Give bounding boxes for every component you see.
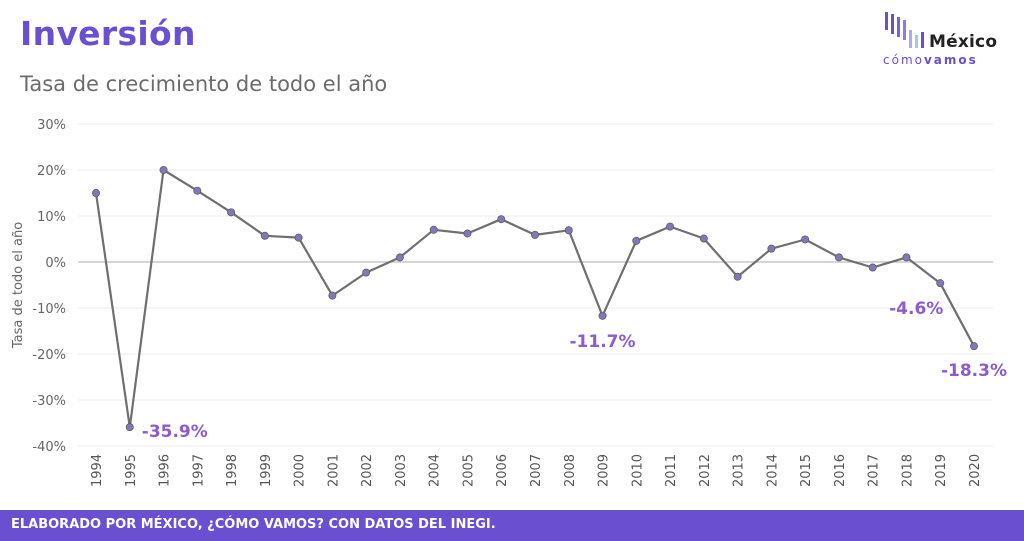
y-axis-ticks: 30% 20% 10% 0% -10% -20% -30% -40%: [32, 118, 66, 455]
x-tick-label: 1999: [259, 454, 274, 487]
series-line-group: [94, 168, 975, 429]
x-tick-label: 2002: [360, 454, 375, 487]
line-chart: 30% 20% 10% 0% -10% -20% -30% -40% 1994 1995 1996…: [11, 118, 1007, 487]
page-title: Inversión: [20, 14, 196, 53]
footer-source-text: ELABORADO POR MÉXICO, ¿CÓMO VAMOS? CON D…: [11, 517, 496, 532]
data-point: [92, 188, 101, 197]
x-tick-label: 1996: [158, 454, 173, 487]
x-tick-label: 2020: [968, 454, 983, 487]
data-point: [834, 253, 843, 262]
x-tick-label: 2017: [867, 454, 882, 487]
x-tick-label: 2013: [732, 454, 747, 487]
x-tick-label: 2004: [428, 454, 443, 487]
x-tick-label: 2008: [563, 454, 578, 487]
data-point: [193, 186, 202, 195]
x-tick-label: 1994: [90, 454, 105, 487]
data-point: [767, 244, 776, 253]
logo-tag-bold: vamos: [923, 53, 978, 67]
data-point: [260, 231, 269, 240]
data-point: [902, 253, 911, 262]
y-tick-label: -30%: [32, 394, 66, 409]
data-point: [936, 279, 945, 288]
data-point: [463, 229, 472, 238]
data-label: -4.6%: [889, 299, 943, 319]
y-tick-label: -20%: [32, 348, 66, 363]
y-axis-label: Tasa de todo el año: [11, 222, 26, 349]
data-point: [294, 233, 303, 242]
x-tick-label: 2019: [934, 454, 949, 487]
x-tick-label: 2012: [698, 454, 713, 487]
x-tick-label: 2003: [394, 454, 409, 487]
data-point: [666, 222, 675, 231]
x-tick-label: 1998: [225, 454, 240, 487]
data-point: [395, 253, 404, 262]
data-label: -18.3%: [941, 361, 1007, 381]
x-tick-label: 2000: [293, 454, 308, 487]
data-point: [699, 234, 708, 243]
page-subtitle: Tasa de crecimiento de todo el año: [20, 72, 388, 96]
data-label: -11.7%: [570, 332, 636, 352]
y-tick-label: -10%: [32, 302, 66, 317]
series-line: [94, 168, 975, 429]
x-tick-label: 2005: [461, 454, 476, 487]
y-tick-label: 30%: [37, 118, 66, 133]
x-tick-label: 1995: [124, 454, 139, 487]
data-point: [801, 235, 810, 244]
x-tick-label: 2007: [529, 454, 544, 487]
mexico-como-vamos-logo: México cómovamos: [880, 10, 1010, 70]
data-point: [970, 342, 979, 351]
data-point: [868, 263, 877, 272]
x-tick-label: 2016: [833, 454, 848, 487]
y-tick-label: 10%: [37, 210, 66, 225]
data-annotations: -35.9% -11.7% -4.6% -18.3%: [142, 299, 1007, 442]
x-tick-label: 2014: [765, 454, 780, 487]
y-tick-label: 0%: [45, 256, 66, 271]
x-tick-label: 2009: [597, 454, 612, 487]
chart-grid: [78, 123, 993, 447]
data-point: [429, 225, 438, 234]
data-point: [564, 226, 573, 235]
data-point: [362, 268, 371, 277]
data-point: [159, 165, 168, 174]
data-label: -35.9%: [142, 422, 208, 442]
data-point: [125, 423, 134, 432]
y-tick-label: 20%: [37, 164, 66, 179]
data-point: [632, 236, 641, 245]
logo-word: México: [929, 32, 998, 52]
data-point: [497, 215, 506, 224]
bars-logo-icon: [885, 12, 924, 48]
x-tick-label: 2001: [326, 454, 341, 487]
x-axis-ticks: 1994 1995 1996 1997 1998 1999 2000 2001 2002 2003…: [90, 454, 983, 487]
data-point: [733, 272, 742, 281]
x-tick-label: 1997: [191, 454, 206, 487]
x-tick-label: 2010: [630, 454, 645, 487]
footer-bar: ELABORADO POR MÉXICO, ¿CÓMO VAMOS? CON D…: [0, 510, 1024, 541]
data-points: [92, 165, 979, 432]
x-tick-label: 2018: [900, 454, 915, 487]
logo-tag-light: cómo: [883, 53, 924, 67]
x-tick-label: 2015: [799, 454, 814, 487]
logo-tagline: cómovamos: [883, 53, 978, 67]
data-point: [531, 230, 540, 239]
x-tick-label: 2006: [495, 454, 510, 487]
y-tick-label: -40%: [32, 440, 66, 455]
x-tick-label: 2011: [664, 454, 679, 487]
data-point: [598, 311, 607, 320]
data-point: [328, 291, 337, 300]
data-point: [227, 208, 236, 217]
